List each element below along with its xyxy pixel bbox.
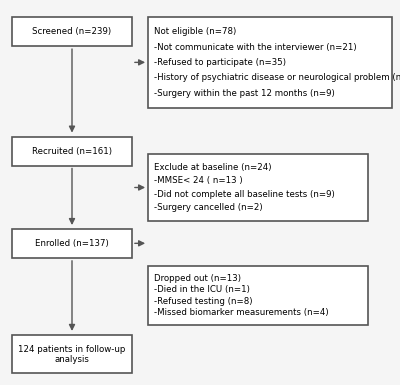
Text: Exclude at baseline (n=24): Exclude at baseline (n=24) bbox=[154, 163, 272, 172]
Text: -Missed biomarker measurements (n=4): -Missed biomarker measurements (n=4) bbox=[154, 308, 329, 317]
Text: -Did not complete all baseline tests (n=9): -Did not complete all baseline tests (n=… bbox=[154, 190, 335, 199]
FancyBboxPatch shape bbox=[12, 17, 132, 46]
Text: -History of psychiatric disease or neurological problem (n=13): -History of psychiatric disease or neuro… bbox=[154, 74, 400, 82]
FancyBboxPatch shape bbox=[148, 266, 368, 325]
Text: -Not communicate with the interviewer (n=21): -Not communicate with the interviewer (n… bbox=[154, 43, 357, 52]
Text: -MMSE< 24 ( n=13 ): -MMSE< 24 ( n=13 ) bbox=[154, 176, 243, 186]
Text: -Surgery cancelled (n=2): -Surgery cancelled (n=2) bbox=[154, 203, 263, 212]
FancyBboxPatch shape bbox=[12, 335, 132, 373]
Text: Not eligible (n=78): Not eligible (n=78) bbox=[154, 27, 236, 37]
Text: Recruited (n=161): Recruited (n=161) bbox=[32, 147, 112, 156]
FancyBboxPatch shape bbox=[12, 229, 132, 258]
Text: 124 patients in follow-up
analysis: 124 patients in follow-up analysis bbox=[18, 345, 126, 364]
Text: Screened (n=239): Screened (n=239) bbox=[32, 27, 112, 36]
Text: Enrolled (n=137): Enrolled (n=137) bbox=[35, 239, 109, 248]
FancyBboxPatch shape bbox=[148, 154, 368, 221]
Text: -Refused testing (n=8): -Refused testing (n=8) bbox=[154, 297, 252, 306]
Text: Dropped out (n=13): Dropped out (n=13) bbox=[154, 274, 241, 283]
Text: -Refused to participate (n=35): -Refused to participate (n=35) bbox=[154, 58, 286, 67]
Text: -Surgery within the past 12 months (n=9): -Surgery within the past 12 months (n=9) bbox=[154, 89, 335, 98]
Text: -Died in the ICU (n=1): -Died in the ICU (n=1) bbox=[154, 285, 250, 294]
FancyBboxPatch shape bbox=[12, 137, 132, 166]
FancyBboxPatch shape bbox=[148, 17, 392, 108]
